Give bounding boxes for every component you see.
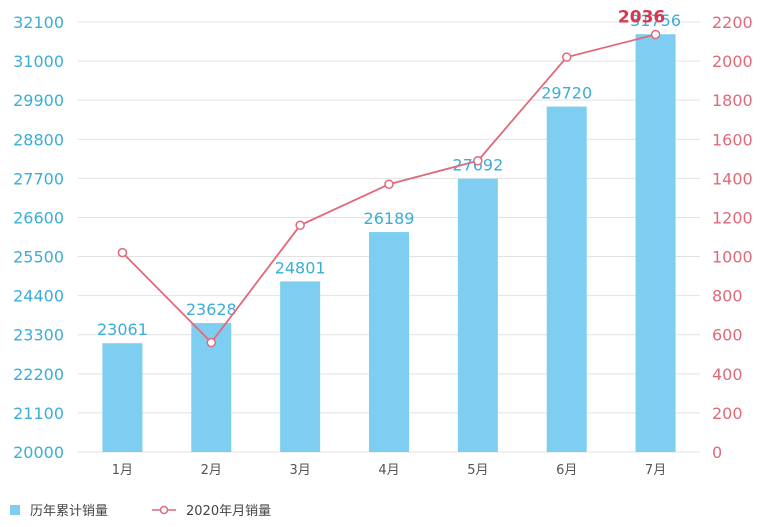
highlight-value-label: 2036 bbox=[618, 8, 665, 28]
x-tick-label: 1月 bbox=[112, 463, 133, 478]
bar-value-label: 26189 bbox=[364, 209, 415, 228]
left-tick-label: 24400 bbox=[13, 287, 64, 306]
left-tick-label: 31000 bbox=[13, 52, 64, 71]
bar bbox=[635, 34, 676, 452]
legend-line-marker bbox=[159, 505, 169, 515]
x-tick-label: 3月 bbox=[290, 463, 311, 478]
x-axis: 1月 2月 3月 4月 5月 6月 7月 bbox=[112, 463, 666, 478]
legend: 历年累计销量 2020年月销量 bbox=[10, 504, 271, 519]
left-tick-label: 23300 bbox=[13, 326, 64, 345]
left-tick-label: 27700 bbox=[13, 169, 64, 188]
right-tick-label: 1200 bbox=[712, 208, 753, 227]
left-tick-label: 26600 bbox=[13, 208, 64, 227]
right-axis: 0 200 400 600 800 1000 1200 1400 1600 1800 2000 220… bbox=[712, 13, 753, 462]
legend-line-label: 2020年月销量 bbox=[186, 504, 271, 519]
line-point bbox=[206, 337, 217, 348]
right-tick-label: 800 bbox=[712, 287, 743, 306]
right-tick-label: 2000 bbox=[712, 52, 753, 71]
bar-value-labels: 23061236282480126189276922972031756 bbox=[97, 11, 681, 339]
left-axis: 20000 21100 22200 23300 24400 25500 26600 27700… bbox=[13, 13, 64, 462]
left-tick-label: 28800 bbox=[13, 130, 64, 149]
bar bbox=[280, 281, 321, 452]
legend-bar-swatch bbox=[10, 505, 20, 515]
bar-value-label: 23628 bbox=[186, 300, 237, 319]
line-series: 2036 bbox=[117, 8, 665, 348]
bar bbox=[457, 178, 498, 452]
left-tick-label: 22200 bbox=[13, 365, 64, 384]
right-tick-label: 1000 bbox=[712, 248, 753, 267]
left-tick-label: 32100 bbox=[13, 13, 64, 32]
left-tick-label: 20000 bbox=[13, 443, 64, 462]
bar bbox=[546, 106, 587, 452]
x-tick-label: 5月 bbox=[467, 463, 488, 478]
right-tick-label: 1600 bbox=[712, 130, 753, 149]
line-point bbox=[384, 179, 394, 189]
line-point bbox=[117, 247, 128, 258]
right-tick-label: 0 bbox=[712, 443, 722, 462]
line-point bbox=[561, 52, 572, 62]
bar-value-label: 31756 bbox=[630, 11, 681, 30]
x-tick-label: 4月 bbox=[378, 463, 399, 478]
bar bbox=[369, 232, 409, 452]
line-point bbox=[295, 220, 305, 231]
right-tick-label: 200 bbox=[712, 404, 743, 423]
bar-value-label: 29720 bbox=[541, 84, 592, 103]
left-tick-label: 29900 bbox=[13, 91, 64, 110]
legend-bar-label: 历年累计销量 bbox=[30, 504, 108, 519]
bar-series bbox=[102, 34, 676, 452]
right-tick-label: 600 bbox=[712, 326, 743, 345]
bar bbox=[102, 343, 143, 452]
line-point bbox=[473, 156, 483, 166]
right-tick-label: 2200 bbox=[712, 13, 753, 32]
right-tick-label: 1800 bbox=[712, 91, 753, 110]
x-tick-label: 7月 bbox=[645, 463, 666, 478]
left-tick-label: 21100 bbox=[13, 404, 64, 423]
right-tick-label: 400 bbox=[712, 365, 743, 384]
right-tick-label: 1400 bbox=[712, 169, 753, 188]
bar-value-label: 24801 bbox=[275, 258, 326, 277]
bar-value-label: 23061 bbox=[97, 320, 148, 339]
line-point bbox=[650, 29, 661, 40]
x-tick-label: 2月 bbox=[201, 463, 222, 478]
left-tick-label: 25500 bbox=[13, 248, 64, 267]
x-tick-label: 6月 bbox=[556, 463, 577, 478]
